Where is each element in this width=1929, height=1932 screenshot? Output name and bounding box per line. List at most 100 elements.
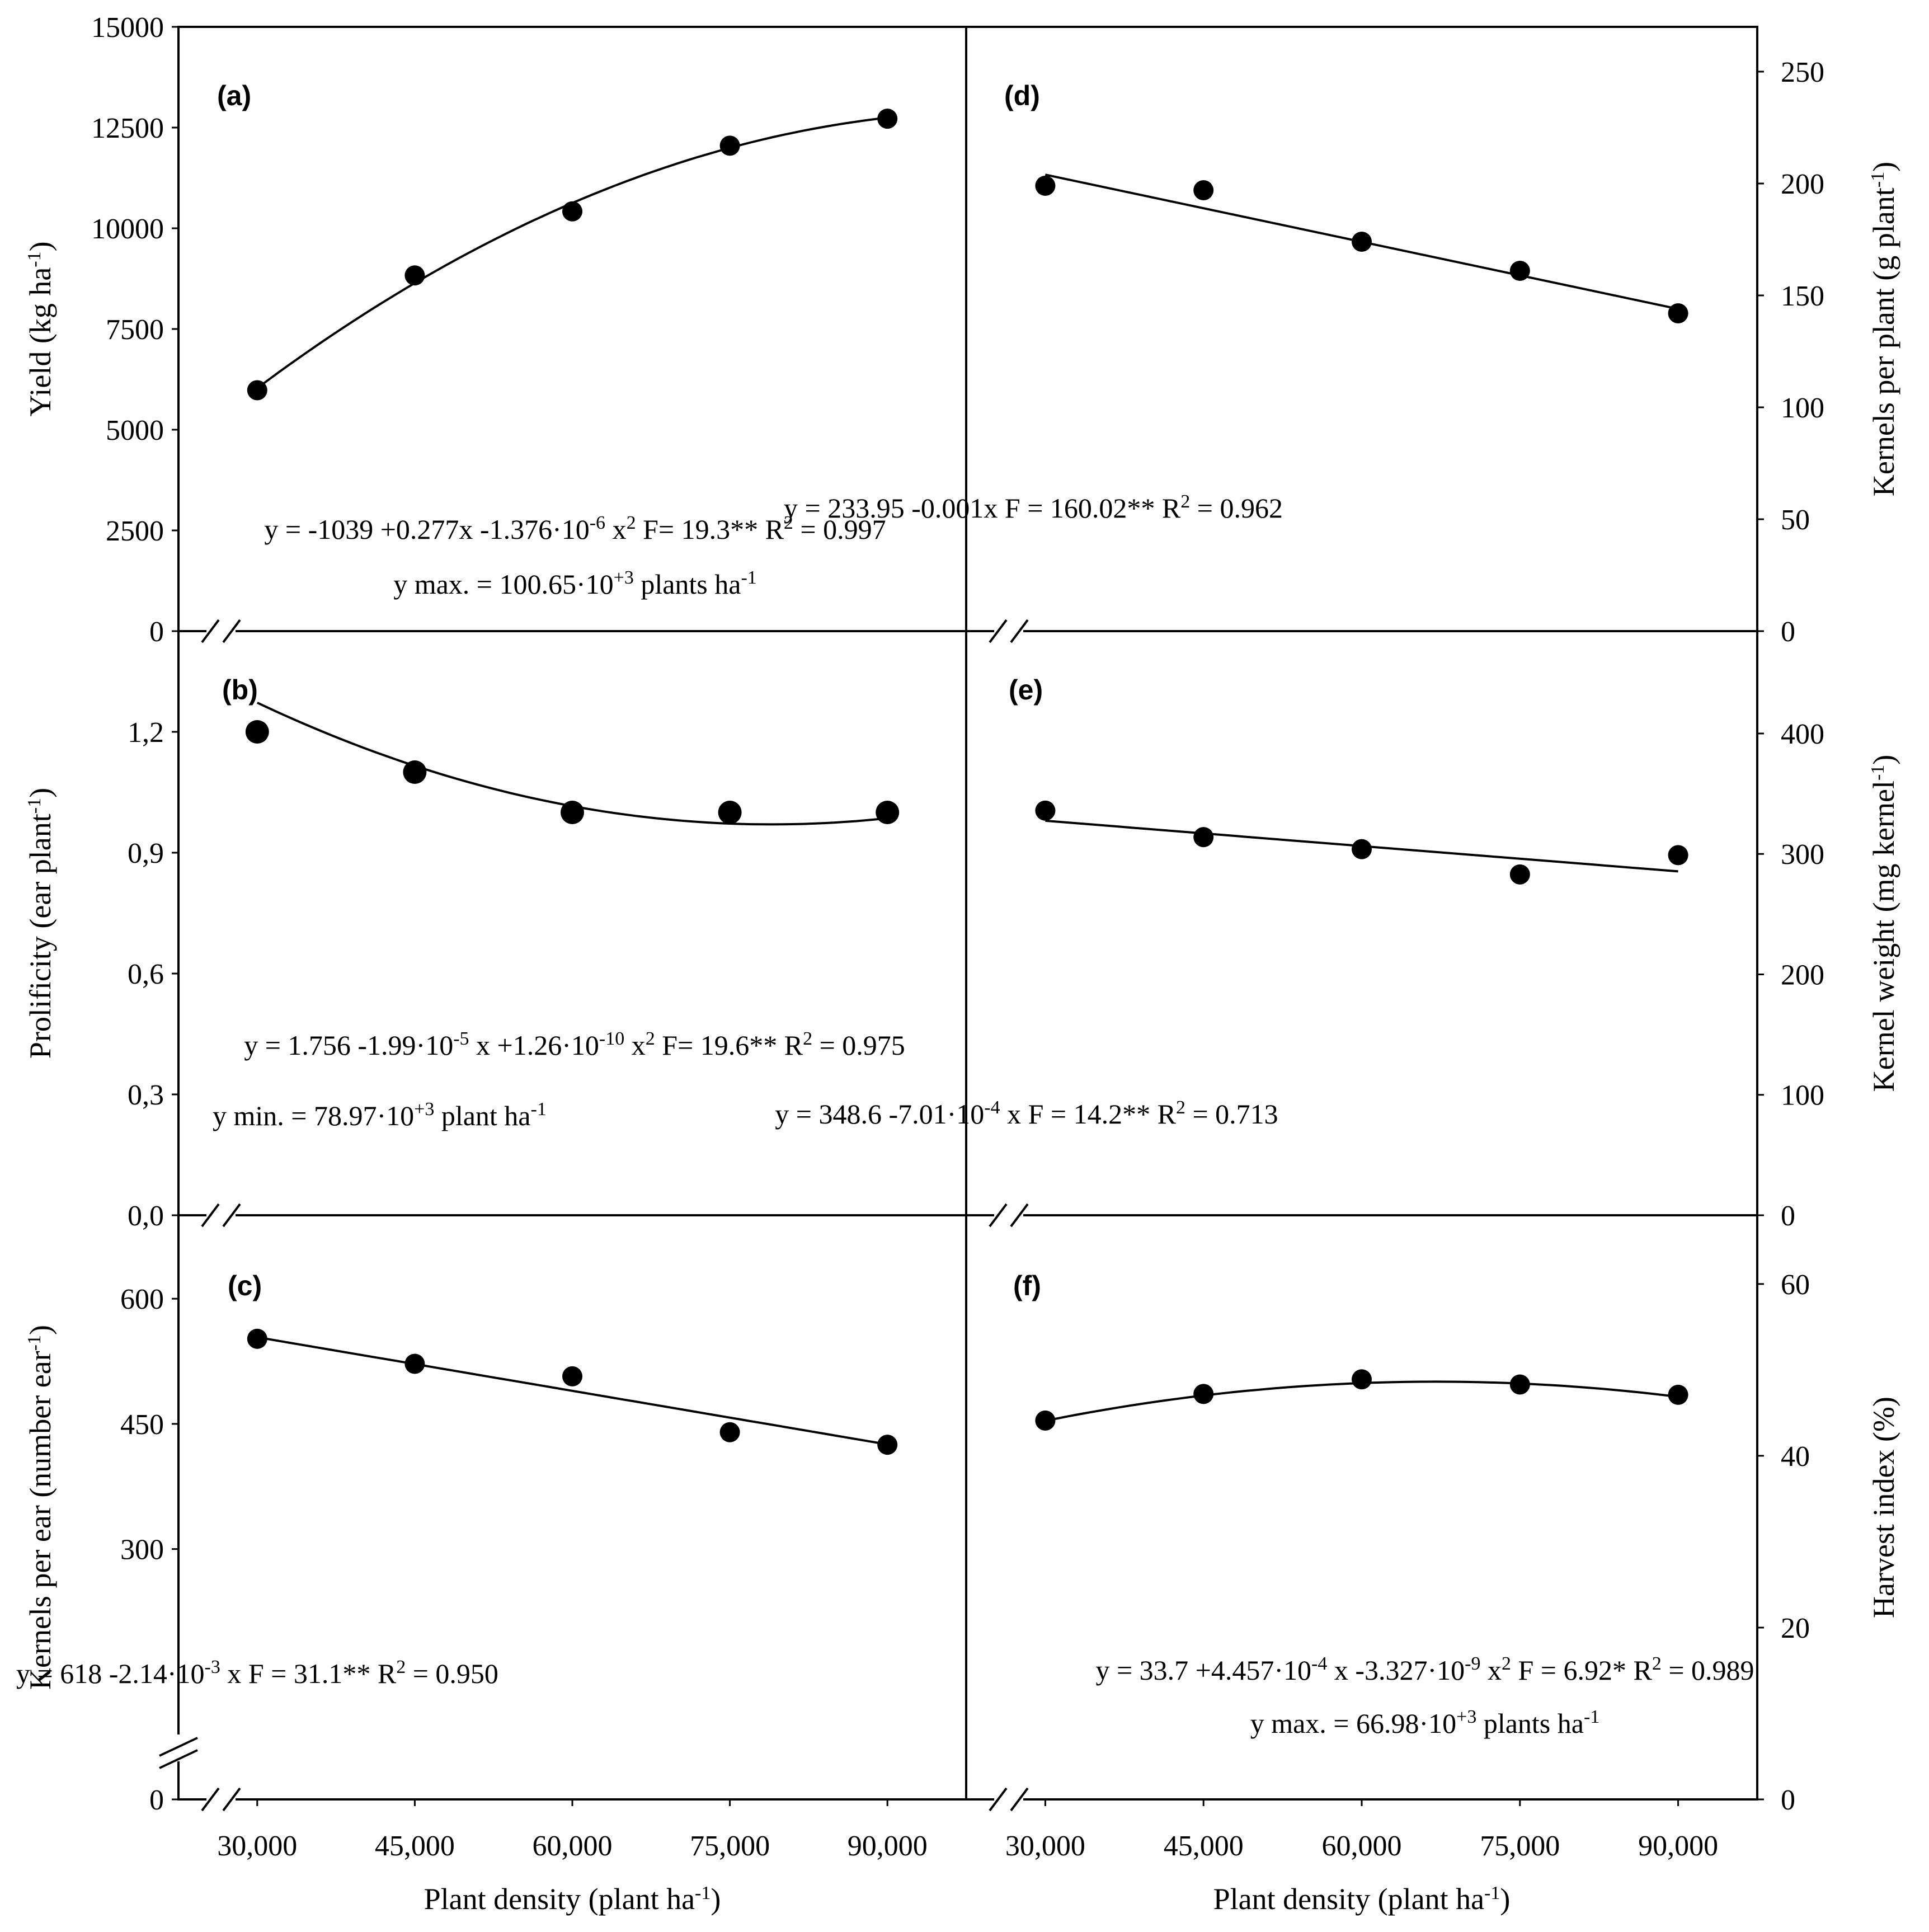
axis-break-slash [1010,1787,1029,1812]
text-run: ) [23,241,57,251]
y-tick-label: 0,6 [128,958,164,990]
superscript: 2 [803,1028,812,1049]
data-point [403,760,427,784]
data-point [562,201,582,222]
y-tick-label: 150 [1781,280,1824,312]
superscript: -10 [599,1028,624,1049]
text-run: Kernels per plant (g plant [1867,187,1900,496]
superscript: -9 [1465,1653,1480,1674]
data-point [1668,1384,1688,1405]
text-run: ) [1867,755,1900,765]
text-run: x F = 31.1** R [220,1658,397,1689]
y-tick-label: 1,2 [128,717,164,749]
data-point [1352,839,1372,859]
data-point [247,1328,267,1349]
text-run: plant ha [434,1100,530,1131]
axis-break-slash [159,1749,198,1769]
panel-label: (e) [1009,674,1043,706]
regression-line [256,116,888,389]
axis-break-slash [222,1787,241,1812]
data-point [1352,232,1372,252]
y-tick-label: 100 [1781,1080,1824,1112]
panel-label: (d) [1004,80,1040,111]
superscript: -1 [1867,765,1888,781]
axis-break-slash [1010,1203,1029,1228]
superscript: -1 [24,1335,45,1351]
text-run: Kernels per ear (number ear [23,1351,57,1690]
x-tick-label: 60,000 [1322,1830,1402,1862]
y-tick-label: 7500 [106,314,164,346]
text-run: ) [23,788,57,798]
superscript: -5 [453,1028,469,1049]
panel-d: 0 50 100 150 200 250 Kernels per plant (g plan… [784,57,1900,648]
y-tick-label: 450 [120,1409,164,1441]
y-tick-label: 300 [1781,839,1824,871]
plot-frame [177,26,1758,1801]
superscript: +3 [614,567,634,588]
panel-c: 0 300 450 600 Kernels per ear (number ear-1)… [16,1270,898,1816]
text-run: Yield (kg ha [23,267,57,417]
superscript: 2 [1502,1653,1511,1674]
axis-break-slash [222,619,241,643]
text-run: F = 6.92* R [1511,1654,1653,1686]
x-tick-label: 45,000 [1164,1830,1244,1862]
panel-e: 0 100 200 300 400 Kernel weight (mg kernel-1)… [775,674,1900,1232]
text-run: Harvest index (%) [1867,1397,1900,1618]
regression-equation: y = 233.95 -0.001x F = 160.02** R2 = 0.9… [784,491,1283,524]
x-tick-label: 30,000 [217,1830,297,1862]
superscript: 2 [784,513,793,533]
text-run: y = 348.6 -7.01·10 [775,1098,984,1130]
text-run: y = 233.95 -0.001x F = 160.02** R [784,492,1181,524]
y-tick-label: 2500 [106,515,164,547]
x-tick-label: 30,000 [1005,1830,1085,1862]
data-point [1035,176,1056,196]
axis-break-slash [201,619,220,643]
superscript: -1 [1484,1883,1500,1903]
superscript: -1 [24,798,45,814]
data-point [404,1353,425,1374]
optimum-density: y max. = 100.65·10+3 plants ha-1 [393,567,757,600]
x-tick-label: 75,000 [1480,1830,1560,1862]
y-tick-label: 12500 [91,112,164,144]
x-tick-label: 90,000 [848,1830,928,1862]
superscript: -3 [205,1657,220,1677]
axis-break-slash [1010,619,1029,643]
panel-label: (f) [1013,1270,1041,1301]
superscript: 2 [1176,1097,1185,1118]
text-run: F= 19.6** R [655,1030,803,1061]
y-tick-label: 250 [1781,57,1824,88]
y-tick-label: 600 [120,1284,164,1315]
superscript: 2 [1652,1653,1662,1674]
panel-a: 0 2500 5000 7500 10000 12500 15000 Yield (kg ha… [23,12,898,648]
y-tick-label: 0,9 [128,838,164,869]
superscript: -4 [984,1097,1000,1118]
y-tick-label: 15000 [91,12,164,44]
x-axis-title: Plant density (plant ha-1) [1213,1882,1511,1916]
panel-label: (a) [217,80,251,111]
x-tick-label: 90,000 [1638,1830,1718,1862]
regression-line [257,1336,888,1446]
text-run: = 0.713 [1185,1098,1278,1130]
y-axis-title: Kernel weight (mg kernel-1) [1867,755,1900,1092]
superscript: 2 [1180,491,1190,512]
data-point [719,1422,740,1442]
y-tick-label: 0 [149,1784,164,1816]
axis-break-slash [989,1787,1008,1812]
y-tick-label: 100 [1781,392,1824,424]
text-run: = 0.962 [1190,492,1283,524]
axis-break-y-c [159,1734,198,1769]
superscript: -1 [531,1099,547,1120]
data-point [1668,845,1688,866]
optimum-density: y min. = 78.97·10+3 plant ha-1 [213,1099,547,1132]
axis-break-a [201,619,241,643]
text-run: = 0.989 [1662,1654,1754,1686]
axis-break-slash [989,619,1008,643]
superscript: 2 [627,513,636,533]
data-point [1352,1369,1372,1390]
text-run: ) [1867,162,1900,172]
y-tick-label: 10000 [91,213,164,245]
text-run: y = 33.7 +4.457·10 [1095,1654,1311,1686]
superscript: -4 [1311,1653,1327,1674]
x-tick-label: 60,000 [533,1830,613,1862]
